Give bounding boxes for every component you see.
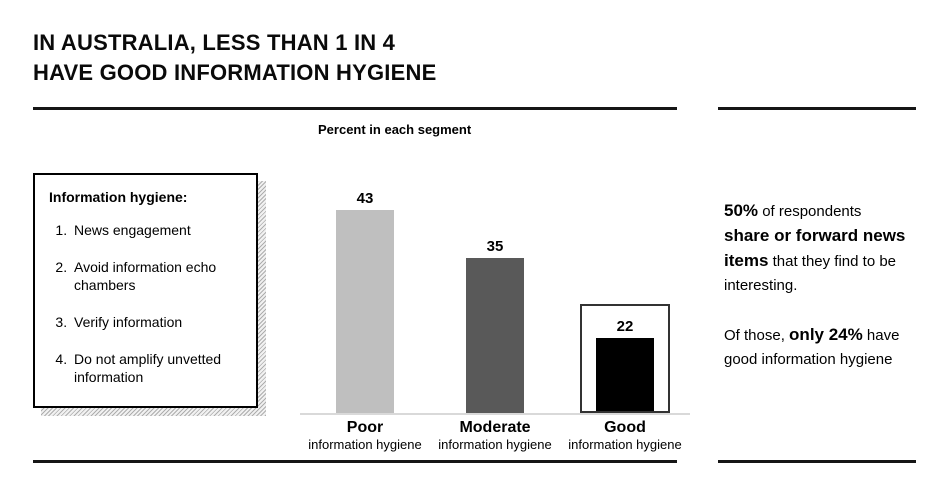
info-box-item-2: Avoid information echo chambers	[71, 258, 244, 294]
title-underline-rule	[33, 107, 677, 110]
slide-title-line1: IN AUSTRALIA, LESS THAN 1 IN 4	[33, 30, 396, 55]
category-name-moderate: Moderate	[459, 419, 531, 436]
slide-title: IN AUSTRALIA, LESS THAN 1 IN 4 HAVE GOOD…	[33, 28, 436, 88]
bottom-left-rule	[33, 460, 677, 463]
info-box-item-1: News engagement	[71, 221, 244, 239]
slide-title-line2: HAVE GOOD INFORMATION HYGIENE	[33, 60, 437, 85]
bar-value-moderate: 35	[486, 238, 504, 255]
category-poor: Poor information hygiene	[300, 419, 430, 452]
bar-value-poor: 43	[356, 190, 374, 207]
info-box-list: News engagement Avoid information echo c…	[49, 221, 244, 386]
category-name-good: Good	[604, 419, 646, 436]
category-name-poor: Poor	[346, 419, 384, 436]
top-right-rule	[718, 107, 916, 110]
bar-group-moderate: 35	[430, 238, 560, 413]
info-box-item-4: Do not amplify unvetted information	[71, 350, 244, 386]
category-sub-moderate: information hygiene	[438, 437, 552, 452]
bar-group-poor: 43	[300, 190, 430, 413]
aside-paragraph-2: Of those, only 24% have good information …	[724, 325, 900, 368]
category-good: Good information hygiene	[560, 419, 690, 452]
category-sub-good: information hygiene	[568, 437, 682, 452]
bottom-right-rule	[718, 460, 916, 463]
category-axis: Poor information hygiene Moderate inform…	[300, 419, 690, 452]
bar-good	[596, 338, 654, 411]
bar-poor	[336, 210, 394, 413]
category-moderate: Moderate information hygiene	[430, 419, 560, 452]
good-highlight-box: 22	[580, 304, 670, 413]
bar-group-good: 22	[560, 304, 690, 413]
category-sub-poor: information hygiene	[308, 437, 422, 452]
aside-paragraph-1: 50% of respondents share or forward news i…	[724, 201, 906, 294]
bar-chart: 43 35 22	[300, 190, 690, 415]
chart-title: Percent in each segment	[318, 122, 472, 137]
info-box: Information hygiene: News engagement Avo…	[33, 173, 258, 408]
bar-moderate	[466, 258, 524, 413]
info-box-heading: Information hygiene:	[49, 189, 188, 205]
bar-value-good: 22	[616, 318, 634, 335]
aside-commentary: 50% of respondents share or forward news i…	[724, 199, 939, 372]
info-box-item-3: Verify information	[71, 313, 244, 331]
